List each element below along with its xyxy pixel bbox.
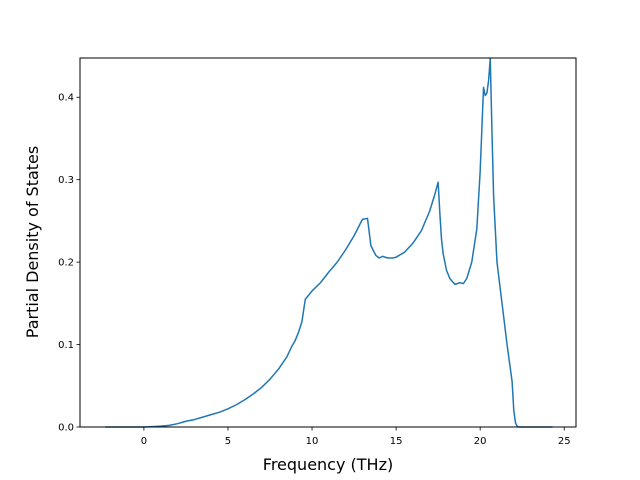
y-tick-label: 0.0 xyxy=(58,423,74,434)
plot-frame xyxy=(79,57,577,428)
x-tick-label: 10 xyxy=(306,436,319,447)
y-tick-label: 0.1 xyxy=(58,340,74,351)
x-tick-label: 15 xyxy=(390,436,403,447)
x-axis-ticks: 0 5 10 15 20 25 xyxy=(141,427,571,447)
y-tick-label: 0.3 xyxy=(58,175,74,186)
x-tick-label: 5 xyxy=(225,436,231,447)
x-axis-label: Frequency (THz) xyxy=(263,455,393,474)
y-axis-ticks: 0.0 0.1 0.2 0.3 0.4 xyxy=(58,93,80,434)
x-tick-label: 0 xyxy=(141,436,147,447)
y-tick-label: 0.4 xyxy=(58,93,74,104)
y-tick-label: 0.2 xyxy=(58,258,74,269)
pdos-series-line xyxy=(105,57,553,428)
plot-line-layer xyxy=(105,57,553,428)
y-axis-label: Partial Density of States xyxy=(23,146,42,338)
x-tick-label: 20 xyxy=(474,436,487,447)
x-tick-label: 25 xyxy=(558,436,571,447)
